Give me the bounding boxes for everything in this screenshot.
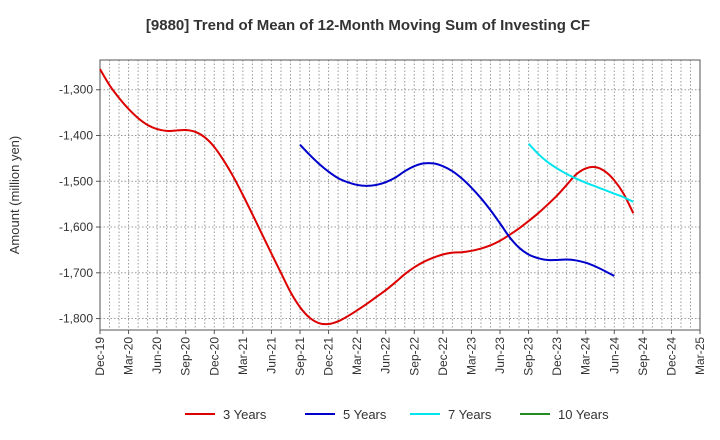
x-tick-label: Sep-21	[293, 337, 307, 376]
legend-label: 10 Years	[558, 407, 609, 422]
x-tick-label: Dec-23	[550, 337, 564, 376]
x-tick-label: Jun-24	[607, 337, 621, 374]
x-tick-label: Mar-21	[236, 337, 250, 375]
legend-label: 3 Years	[223, 407, 267, 422]
x-tick-label: Dec-22	[436, 337, 450, 376]
y-axis: -1,300 -1,400 -1,500 -1,600 -1,700 -1,800	[59, 83, 100, 326]
x-tick-label: Sep-24	[636, 337, 650, 376]
legend-item-3-years: 3 Years	[185, 407, 267, 422]
legend-item-10-years: 10 Years	[520, 407, 609, 422]
legend-item-5-years: 5 Years	[305, 407, 387, 422]
legend-label: 7 Years	[448, 407, 492, 422]
grid-layer	[99, 60, 701, 330]
x-tick-label: Jun-20	[150, 337, 164, 374]
x-tick-label: Dec-19	[93, 337, 107, 376]
x-axis: Dec-19 Mar-20 Jun-20 Sep-20 Dec-20 Mar-21 Jun-…	[93, 330, 707, 376]
plot-area	[99, 59, 701, 331]
x-tick-label: Sep-20	[179, 337, 193, 376]
x-tick-label: Jun-23	[493, 337, 507, 374]
x-tick-label: Dec-20	[207, 337, 221, 376]
y-axis-label: Amount (million yen)	[7, 136, 22, 255]
x-tick-label: Mar-22	[350, 337, 364, 375]
series-layer	[99, 68, 635, 326]
y-tick-label: -1,600	[59, 220, 93, 234]
x-tick-label: Dec-24	[664, 337, 678, 376]
series-line-5-years	[299, 143, 615, 277]
y-tick-label: -1,400	[59, 129, 93, 143]
legend: 3 Years 5 Years 7 Years 10 Years	[185, 407, 609, 422]
series-line-7-years	[527, 143, 634, 203]
legend-label: 5 Years	[343, 407, 387, 422]
x-tick-label: Mar-25	[693, 337, 707, 375]
series-line-3-years	[99, 68, 635, 326]
x-tick-label: Sep-22	[407, 337, 421, 376]
x-tick-label: Jun-21	[264, 337, 278, 374]
y-tick-label: -1,700	[59, 266, 93, 280]
y-tick-label: -1,300	[59, 83, 93, 97]
y-tick-label: -1,800	[59, 312, 93, 326]
chart-title: [9880] Trend of Mean of 12-Month Moving …	[146, 17, 590, 34]
x-tick-label: Jun-22	[379, 337, 393, 374]
y-tick-label: -1,500	[59, 174, 93, 188]
x-tick-label: Sep-23	[522, 337, 536, 376]
x-tick-label: Mar-20	[122, 337, 136, 375]
legend-item-7-years: 7 Years	[410, 407, 492, 422]
x-tick-label: Dec-21	[322, 337, 336, 376]
x-tick-label: Mar-24	[579, 337, 593, 375]
x-tick-label: Mar-23	[464, 337, 478, 375]
